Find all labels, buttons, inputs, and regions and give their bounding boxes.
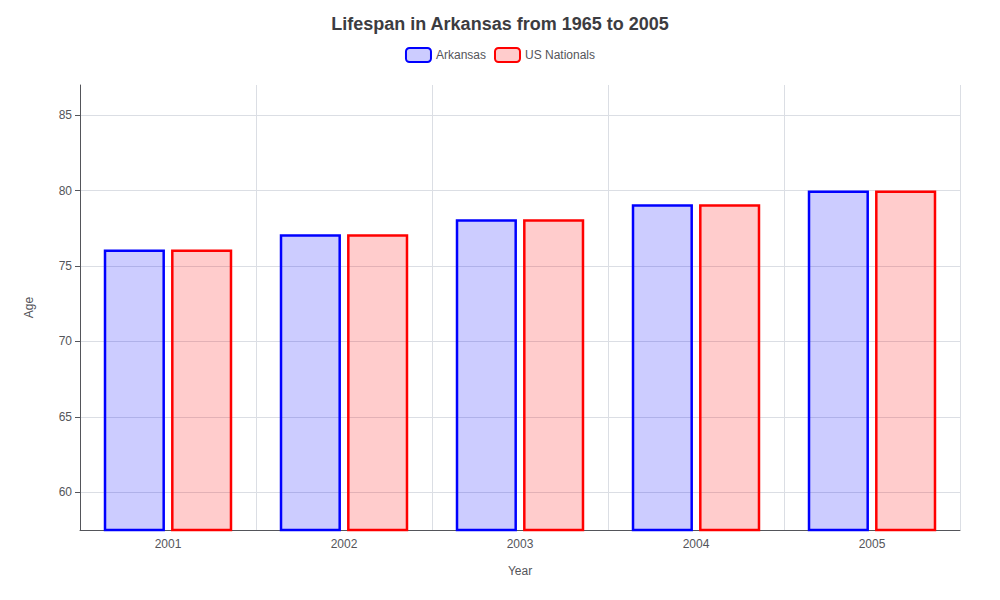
- svg-text:2003: 2003: [507, 537, 534, 551]
- svg-text:75: 75: [59, 259, 73, 273]
- svg-text:2004: 2004: [683, 537, 710, 551]
- svg-text:Age: Age: [22, 297, 36, 319]
- svg-text:80: 80: [59, 184, 73, 198]
- svg-text:2001: 2001: [155, 537, 182, 551]
- svg-text:65: 65: [59, 410, 73, 424]
- svg-text:Year: Year: [508, 564, 532, 578]
- svg-text:60: 60: [59, 485, 73, 499]
- svg-text:US Nationals: US Nationals: [525, 48, 595, 62]
- svg-text:2002: 2002: [331, 537, 358, 551]
- svg-text:Arkansas: Arkansas: [436, 48, 486, 62]
- svg-text:70: 70: [59, 334, 73, 348]
- svg-text:85: 85: [59, 108, 73, 122]
- svg-text:2005: 2005: [859, 537, 886, 551]
- svg-text:Lifespan in Arkansas from 1965: Lifespan in Arkansas from 1965 to 2005: [331, 14, 668, 34]
